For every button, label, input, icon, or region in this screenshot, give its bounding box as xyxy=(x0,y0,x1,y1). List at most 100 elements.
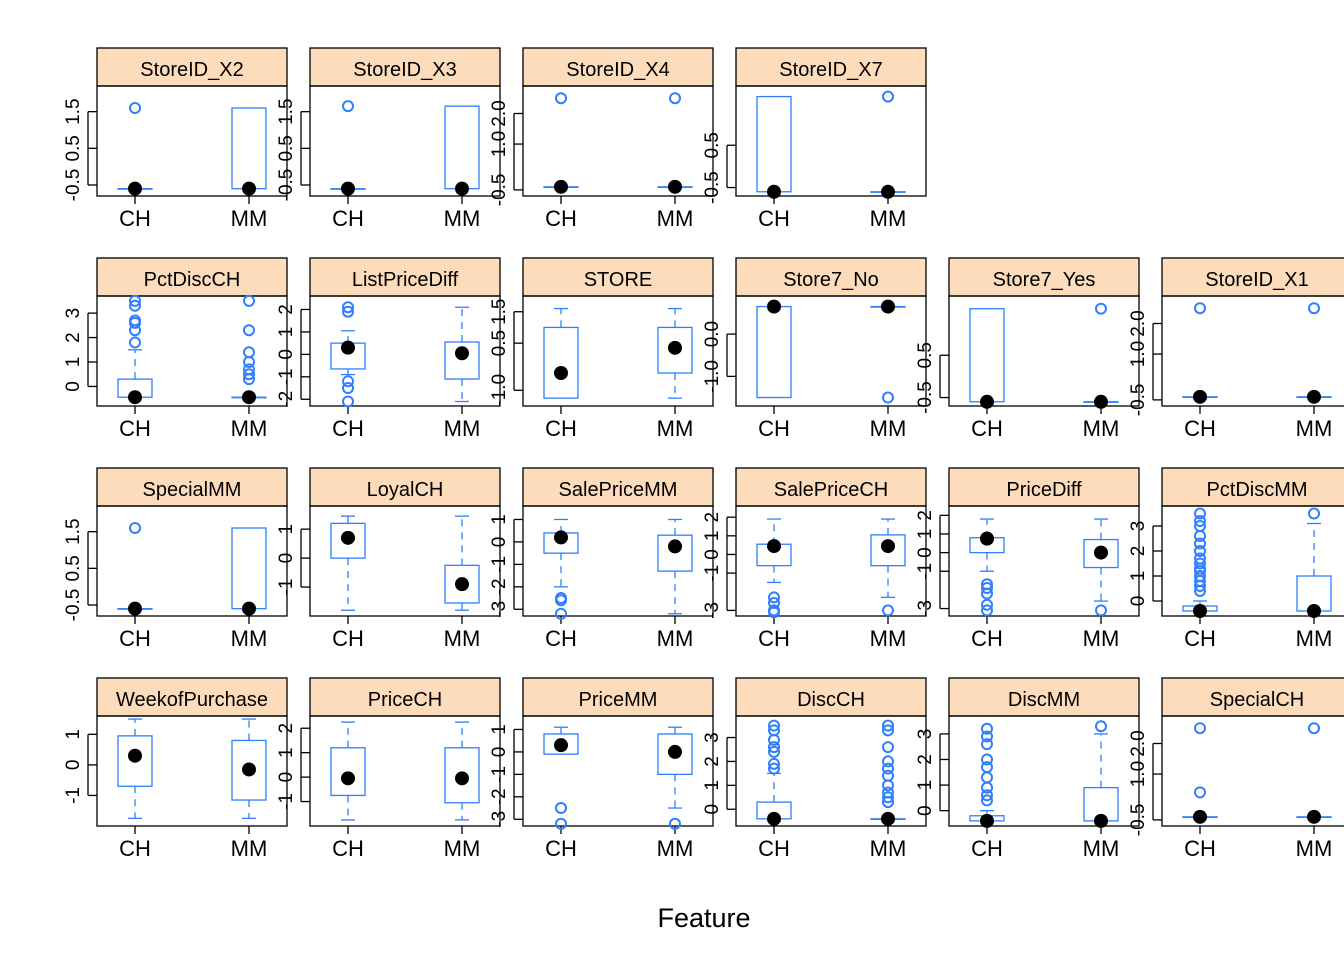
median-dot xyxy=(668,539,682,554)
box-ch xyxy=(756,95,792,199)
panel-title: ListPriceDiff xyxy=(352,269,459,291)
iqr-box xyxy=(444,341,480,380)
box-ch xyxy=(117,718,153,820)
iqr-box xyxy=(444,564,480,604)
panel-storeid-x1: StoreID_X1 -0.5 1.0 2.0 CH MM xyxy=(1128,257,1344,441)
outlier-point xyxy=(981,598,993,611)
outlier-point xyxy=(981,604,993,617)
panel-title: StoreID_X2 xyxy=(140,59,243,81)
median-dot xyxy=(554,179,568,194)
x-tick-label: MM xyxy=(231,416,268,441)
panel-strip xyxy=(948,257,1140,297)
outlier-point xyxy=(981,582,993,595)
outlier-point xyxy=(342,301,354,314)
panel-title: LoyalCH xyxy=(367,479,444,501)
y-tick-label: -0.5 xyxy=(1128,804,1149,837)
outlier-point xyxy=(1095,302,1107,315)
y-tick-label: 0 xyxy=(702,549,723,560)
iqr-box xyxy=(231,107,267,190)
outlier-point xyxy=(342,395,354,408)
x-axis-title: Feature xyxy=(657,903,750,933)
y-tick-label: 0 xyxy=(489,747,510,758)
x-tick-label: CH xyxy=(758,836,790,861)
iqr-box xyxy=(756,305,792,399)
box-ch xyxy=(117,522,153,616)
panel-frame xyxy=(1161,295,1344,407)
x-tick-label: CH xyxy=(758,626,790,651)
y-tick-label: 2 xyxy=(276,723,297,734)
outlier-point xyxy=(1194,552,1206,565)
y-tick-label: 1 xyxy=(63,357,84,368)
iqr-box xyxy=(870,534,906,567)
median-dot xyxy=(767,539,781,554)
median-dot xyxy=(1193,389,1207,404)
panel-storeid-x3: StoreID_X3 -0.5 0.5 1.5 CH MM xyxy=(276,47,501,231)
y-tick-label: 3 xyxy=(1128,521,1149,532)
x-tick-label: MM xyxy=(1296,836,1333,861)
y-tick-label: 0 xyxy=(489,537,510,548)
outlier-point xyxy=(1194,515,1206,527)
iqr-box xyxy=(969,308,1005,403)
panel-title: Store7_Yes xyxy=(993,269,1096,291)
x-tick-label: CH xyxy=(119,626,151,651)
panel-strip xyxy=(309,257,501,297)
y-tick-label: 2 xyxy=(702,512,723,523)
y-tick-label: 0 xyxy=(276,349,297,360)
box-mm xyxy=(1296,302,1332,404)
panel-listpricediff: ListPriceDiff -2 -1 0 1 2 CH MM xyxy=(276,257,501,441)
outlier-point xyxy=(981,761,993,774)
panel-title: DiscCH xyxy=(797,689,865,711)
outlier-point xyxy=(243,346,255,359)
box-ch xyxy=(969,722,1005,828)
x-tick-label: MM xyxy=(870,206,907,231)
x-tick-label: MM xyxy=(657,836,694,861)
x-tick-label: CH xyxy=(119,206,151,231)
x-tick-label: MM xyxy=(657,416,694,441)
panel-strip xyxy=(96,47,288,87)
median-dot xyxy=(554,530,568,545)
median-dot xyxy=(1094,813,1108,828)
panel-salepricech: SalePriceCH -3 -1 0 1 2 CH MM xyxy=(702,467,927,651)
y-tick-label: -1.0 xyxy=(489,374,510,407)
outlier-point xyxy=(882,769,894,782)
median-dot xyxy=(455,577,469,592)
median-dot xyxy=(341,771,355,786)
y-tick-label: -0.5 xyxy=(702,171,723,204)
outlier-point xyxy=(882,90,894,103)
panel-frame xyxy=(1161,715,1344,827)
box-mm xyxy=(657,307,693,399)
outlier-point xyxy=(1308,302,1320,315)
y-tick-label: 1 xyxy=(63,729,84,740)
outlier-point xyxy=(882,791,894,804)
median-dot xyxy=(1193,809,1207,824)
outlier-point xyxy=(882,779,894,792)
y-tick-label: 0.5 xyxy=(702,132,723,158)
x-tick-label: CH xyxy=(971,416,1003,441)
y-tick-label: 1 xyxy=(489,724,510,735)
y-tick-label: 1.5 xyxy=(63,518,84,544)
box-ch xyxy=(543,92,579,194)
outlier-point xyxy=(1194,520,1206,532)
iqr-box xyxy=(231,739,267,801)
y-tick-label: 0.5 xyxy=(276,135,297,161)
y-tick-label: -1 xyxy=(63,787,84,804)
box-mm xyxy=(1296,507,1332,618)
x-tick-label: MM xyxy=(231,626,268,651)
iqr-box xyxy=(657,326,693,374)
panel-salepricemm: SalePriceMM -3 -2 -1 0 1 CH MM xyxy=(489,467,714,651)
iqr-box xyxy=(117,735,153,787)
median-dot xyxy=(1307,809,1321,824)
outlier-point xyxy=(981,771,993,784)
outlier-point xyxy=(243,356,255,368)
x-tick-label: MM xyxy=(1083,416,1120,441)
box-mm xyxy=(657,518,693,615)
panel-frame xyxy=(948,295,1140,407)
panel-frame xyxy=(1161,505,1344,617)
median-dot xyxy=(341,530,355,545)
panel-storeid-x4: StoreID_X4 -0.5 1.0 2.0 CH MM xyxy=(489,47,714,231)
box-ch xyxy=(1182,507,1218,618)
outlier-point xyxy=(243,368,255,381)
panel-frame xyxy=(522,715,714,827)
y-tick-label: 1 xyxy=(1128,571,1149,582)
